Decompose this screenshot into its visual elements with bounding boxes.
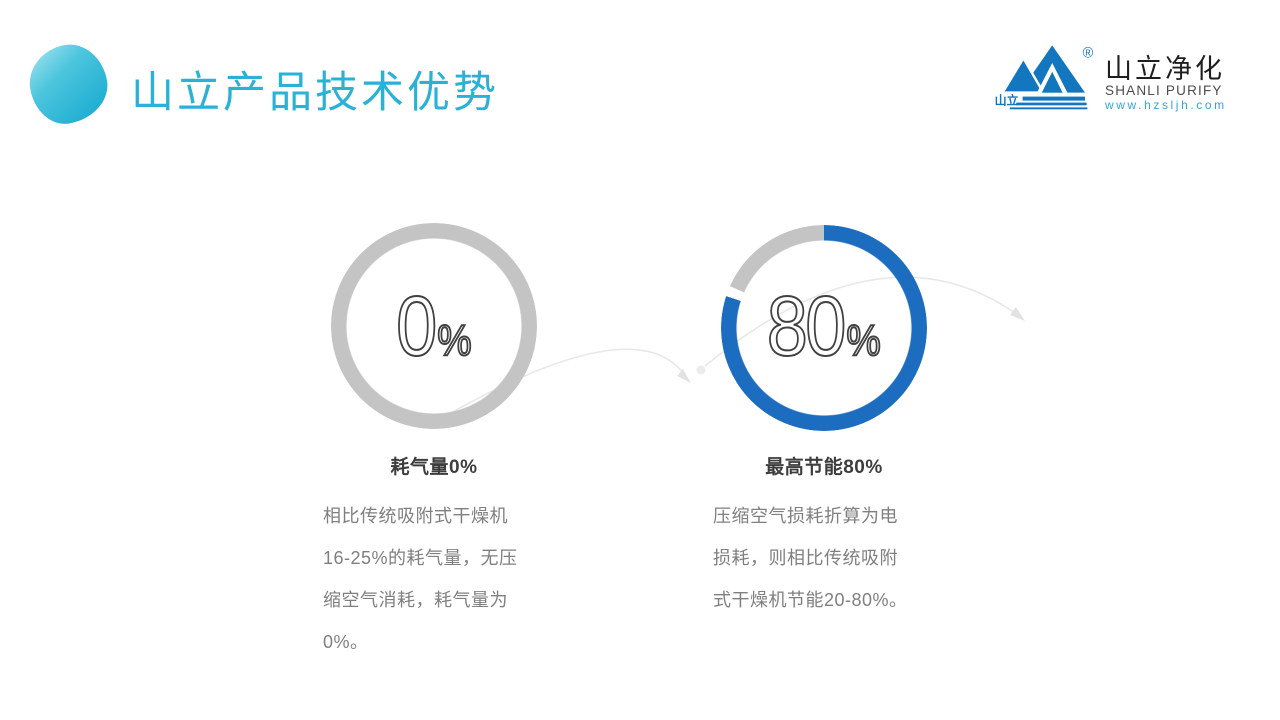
brand-name-en: SHANLI PURIFY xyxy=(1105,83,1223,98)
arrowhead-icon xyxy=(1010,307,1025,321)
stat-unit: % xyxy=(436,316,472,365)
stat-heading: 最高节能80% xyxy=(765,457,883,478)
slide-title: 山立产品技术优势 xyxy=(131,70,499,117)
stat-value: 0 xyxy=(395,279,438,373)
stat-unit: % xyxy=(846,316,882,365)
mountain-logo-icon: 山立 ® xyxy=(995,45,1094,110)
brand-website: www.hzsljh.com xyxy=(1105,98,1227,112)
donut-center-value: 80 % xyxy=(721,223,927,429)
stat-value: 80 xyxy=(766,279,847,373)
registered-trademark-symbol: ® xyxy=(1083,45,1094,61)
stat-heading: 耗气量0% xyxy=(390,457,478,478)
logo-icon-label: 山立 xyxy=(995,93,1019,108)
arrowhead-icon xyxy=(677,369,691,383)
stat-energy-saving: 80 % 最高节能80% 压缩空气损耗折算为电 损耗，则相比传统吸附 式干燥机节… xyxy=(713,223,935,621)
brand-name-cn: 山立净化 xyxy=(1105,54,1225,84)
logo-text-block: 山立净化 SHANLI PURIFY www.hzsljh.com xyxy=(1105,42,1227,112)
stat-description: 相比传统吸附式干燥机 16-25%的耗气量，无压 缩空气消耗，耗气量为 0%。 xyxy=(323,506,518,652)
brand-logo: 山立 ® 山立净化 SHANLI PURIFY www.hzsljh.com xyxy=(993,42,1227,116)
stat-description: 压缩空气损耗折算为电 损耗，则相比传统吸附 式干燥机节能20-80%。 xyxy=(713,506,908,610)
connector-dot xyxy=(696,365,706,375)
stat-air-consumption: 0 % 耗气量0% 相比传统吸附式干燥机 16-25%的耗气量，无压 缩空气消耗… xyxy=(323,223,545,663)
decorative-blob xyxy=(23,38,114,130)
donut-center-value: 0 % xyxy=(331,223,537,429)
